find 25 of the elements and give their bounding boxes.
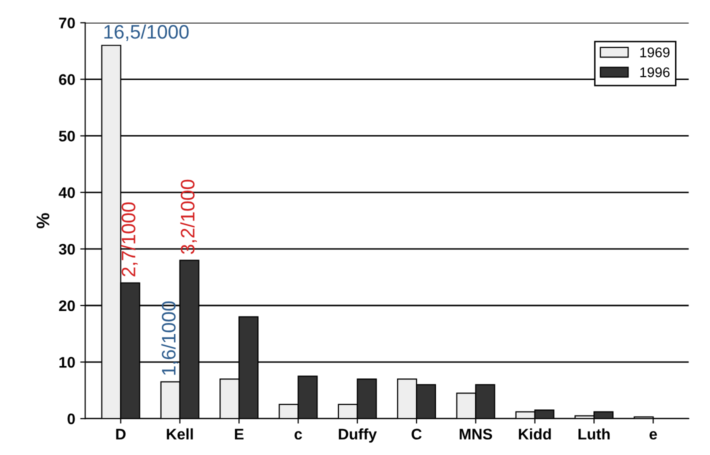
- y-tick-label: 0: [68, 413, 75, 424]
- y-tick-label: 70: [59, 18, 75, 28]
- x-tick-label: Duffy: [338, 428, 377, 443]
- y-tick-label: 30: [58, 244, 75, 255]
- y-tick-label: 50: [58, 130, 75, 142]
- x-tick-label: C: [412, 428, 422, 440]
- x-tick-label: Kell: [166, 428, 193, 440]
- y-tick-label: 40: [58, 187, 75, 198]
- x-tick-label: E: [234, 428, 244, 440]
- y-tick-label: 60: [59, 74, 75, 85]
- legend-label: 1996: [640, 67, 670, 78]
- annotation: 3,2/1000: [180, 180, 197, 254]
- x-tick-label: MNS: [460, 428, 492, 440]
- x-tick-label: Luth: [578, 428, 610, 440]
- y-axis-title: %: [36, 213, 50, 228]
- annotation: 16,5/1000: [104, 24, 189, 42]
- annotation: 1,6/1000: [161, 301, 178, 375]
- legend-label: 1969: [640, 47, 670, 58]
- x-tick-label: e: [650, 431, 657, 440]
- x-tick-label: Kidd: [518, 428, 551, 440]
- y-tick-label: 20: [59, 300, 75, 312]
- y-tick-label: 10: [59, 356, 75, 368]
- annotation: 2,7/1000: [121, 202, 138, 276]
- x-tick-label: c: [294, 431, 302, 440]
- x-tick-label: D: [116, 428, 126, 440]
